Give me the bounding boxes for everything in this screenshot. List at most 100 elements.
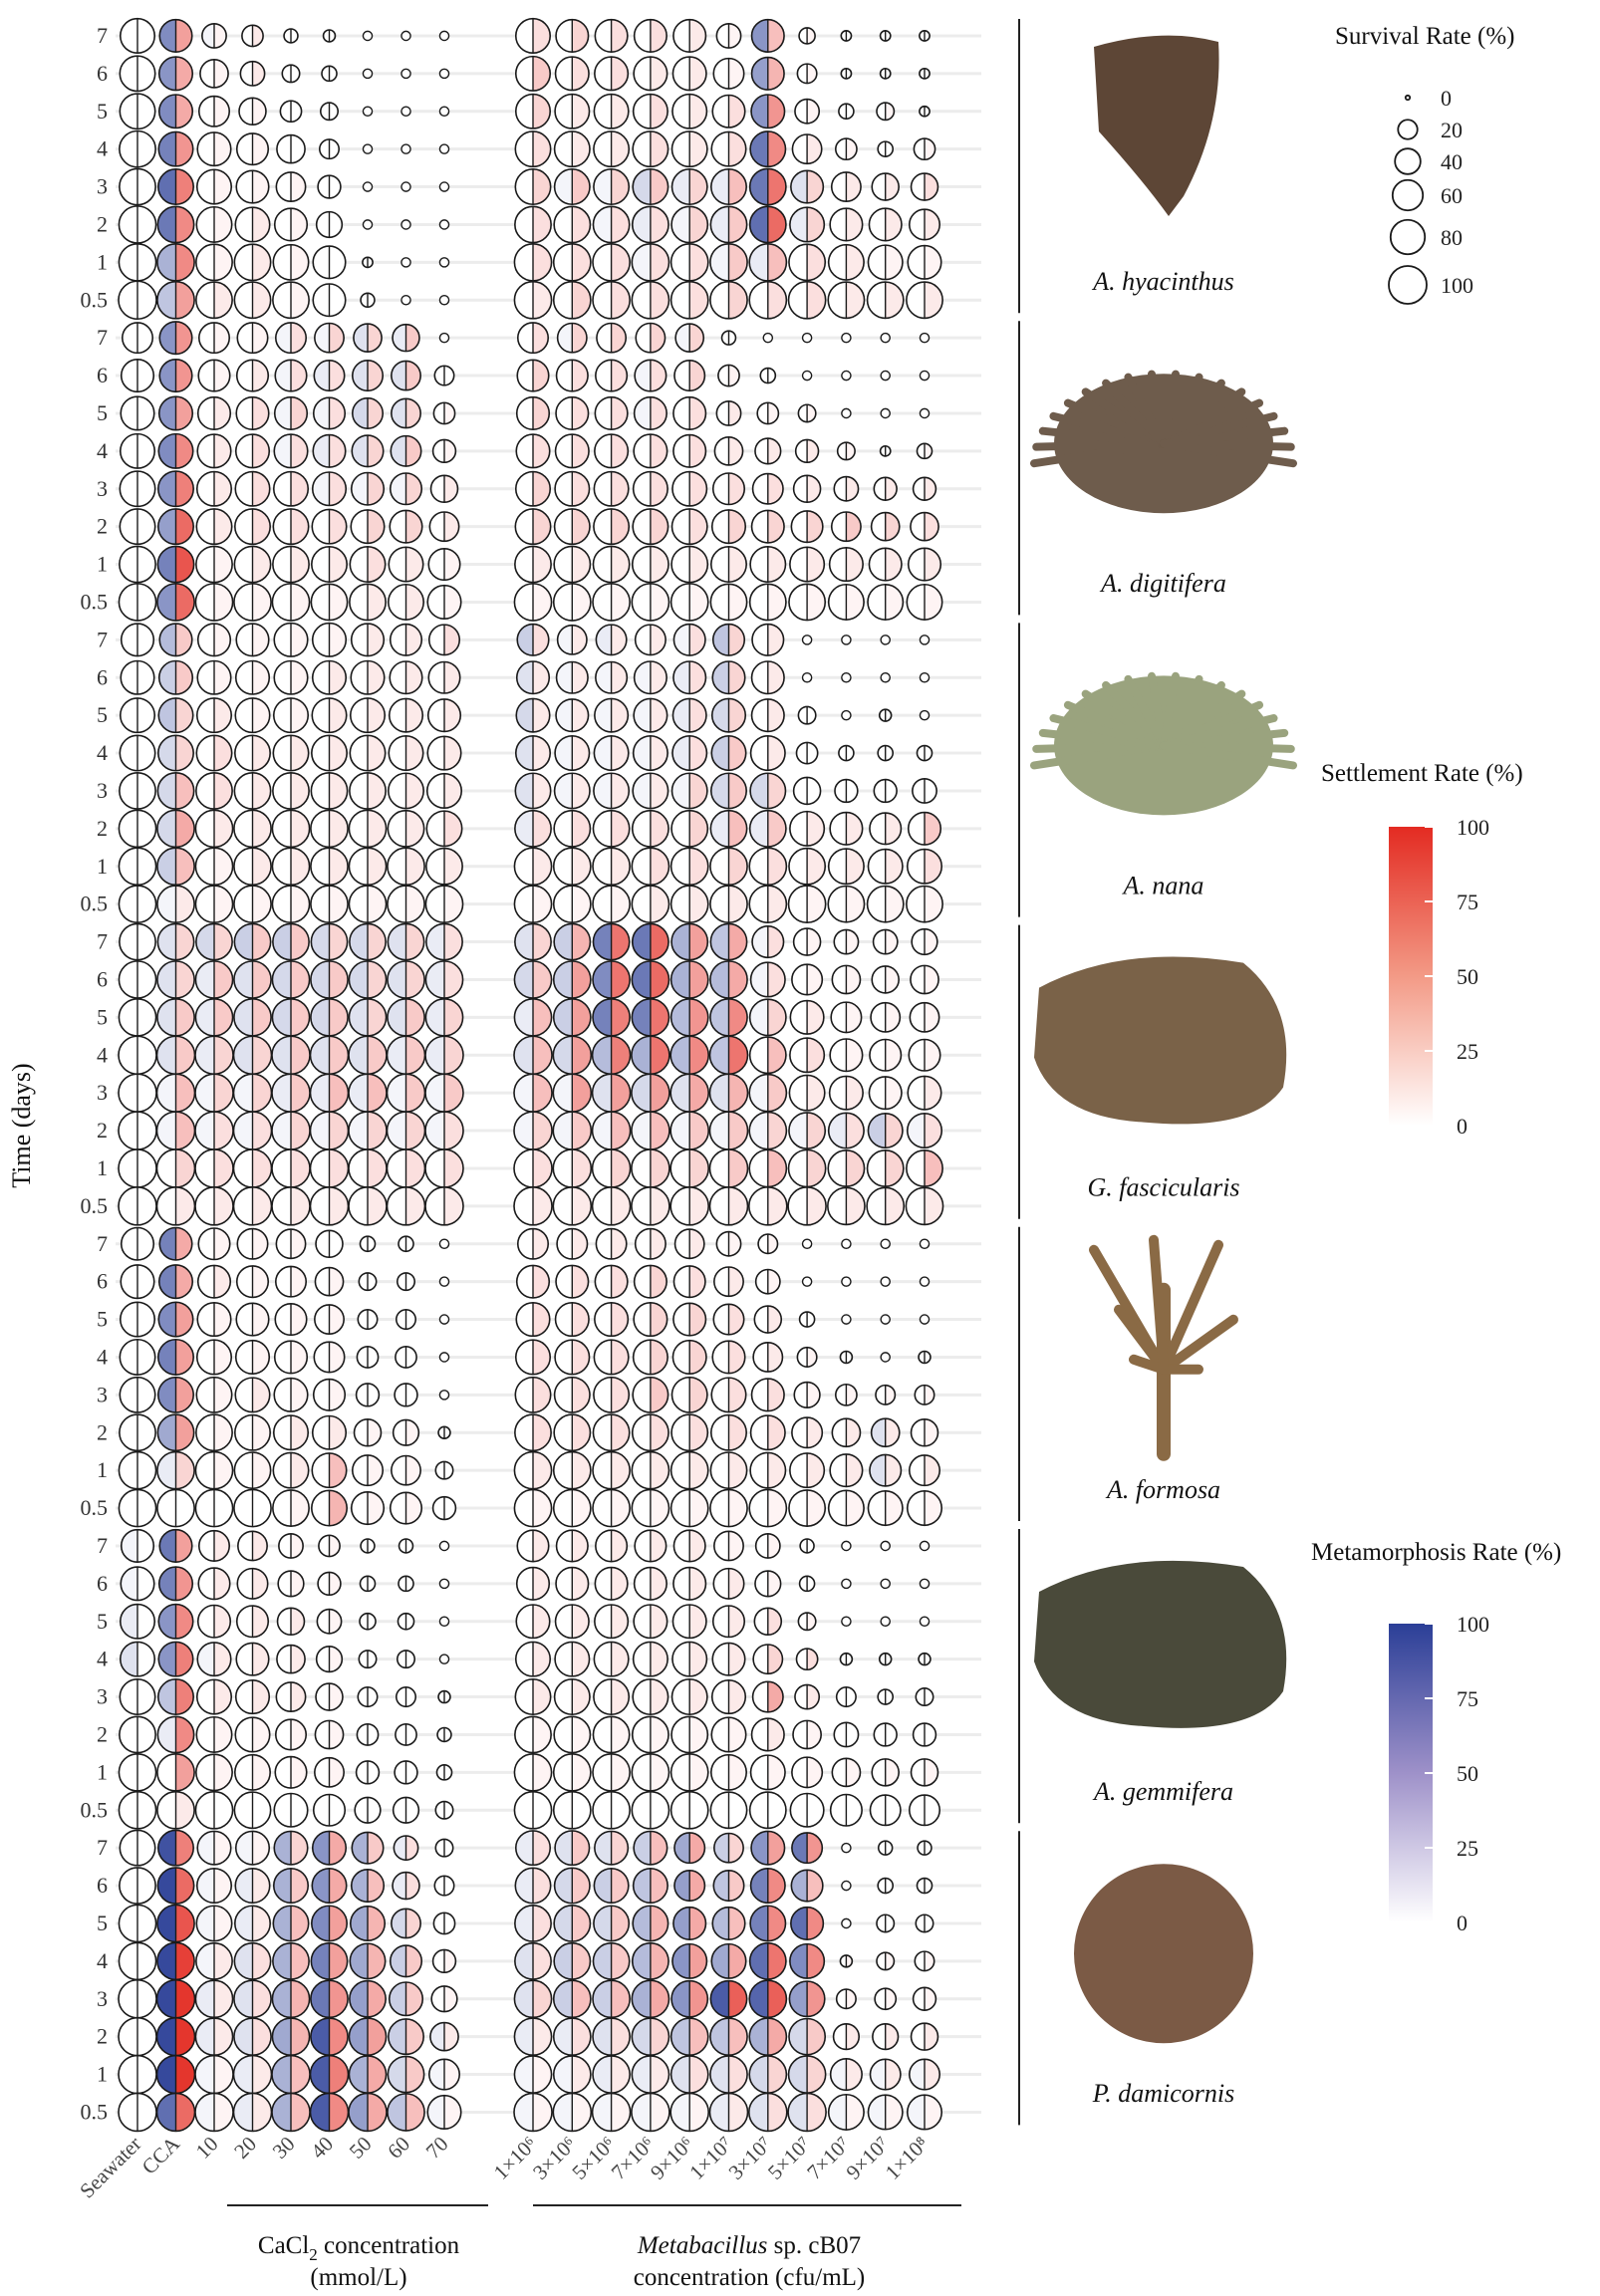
bubble (314, 1719, 345, 1750)
bubble-left-metamorphosis (196, 169, 214, 204)
bubble-right-settlement (885, 1723, 898, 1746)
bubble-right-settlement (572, 1905, 591, 1942)
bubble (276, 133, 306, 164)
bubble (271, 847, 311, 887)
bubble-left-metamorphosis (121, 1264, 137, 1299)
bubble-left-metamorphosis (359, 1272, 368, 1291)
bubble-left-metamorphosis (236, 396, 253, 430)
bubble-right-settlement (137, 205, 156, 244)
bubble-left-metamorphosis (867, 886, 886, 922)
bubble-left-metamorphosis (387, 848, 406, 886)
bubble (348, 1148, 388, 1188)
bubble-left-metamorphosis (234, 772, 253, 810)
bubble (839, 1652, 854, 1666)
bubble-left-metamorphosis (749, 999, 768, 1036)
bubble (235, 1265, 270, 1299)
bubble-right-settlement (291, 1533, 304, 1559)
bubble-left-metamorphosis (119, 923, 137, 960)
bubble (670, 809, 709, 848)
bubble-right-settlement (329, 283, 346, 317)
bubble-right-settlement (572, 1112, 592, 1150)
bubble-right-settlement (252, 1340, 270, 1375)
bubble-right-settlement (767, 698, 785, 732)
bubble-right-settlement (925, 548, 941, 581)
bubble (194, 1111, 234, 1150)
bubble (710, 546, 747, 584)
bubble-right-settlement (291, 1229, 306, 1259)
bubble (348, 847, 388, 887)
bubble-left-metamorphosis (709, 1148, 729, 1187)
bubble-left-metamorphosis (156, 1791, 176, 1829)
bubble (791, 1832, 824, 1865)
bubble (880, 1352, 891, 1363)
bubble (919, 671, 931, 683)
bubble-left-metamorphosis (634, 1605, 651, 1639)
bubble-left-metamorphosis (119, 1489, 137, 1527)
bubble-right-settlement (291, 1831, 308, 1865)
bubble-left-metamorphosis (273, 1452, 291, 1488)
bubble-left-metamorphosis (119, 1791, 137, 1829)
bubble-right-settlement (728, 1148, 748, 1187)
bubble-right-settlement (291, 772, 310, 810)
bubble (919, 1616, 931, 1628)
bubble (513, 1073, 553, 1113)
bubble-left-metamorphosis (234, 923, 253, 960)
bubble-left-metamorphosis (157, 923, 176, 960)
bubble-left-metamorphosis (514, 546, 533, 583)
bubble (833, 475, 860, 502)
bubble-right-settlement (329, 1535, 341, 1557)
bubble-left-metamorphosis (672, 57, 690, 91)
bubble-right-settlement (846, 929, 859, 954)
bubble (157, 168, 194, 206)
bubble-left-metamorphosis (757, 402, 768, 424)
bubble-right-settlement (252, 772, 271, 810)
bubble-right-settlement (846, 138, 857, 160)
bubble (712, 1303, 745, 1336)
bubble (195, 1413, 233, 1452)
bubble-right-settlement (767, 1415, 785, 1450)
bubble-right-settlement (368, 1869, 385, 1903)
bubble-right-settlement (533, 1302, 550, 1337)
bubble-right-settlement (214, 735, 232, 771)
bubble-right-settlement (368, 1074, 387, 1113)
bubble-right-settlement (807, 1489, 826, 1527)
bubble (119, 1413, 156, 1452)
bubble-left-metamorphosis (278, 1533, 291, 1559)
bubble (360, 1538, 376, 1554)
bubble (831, 1417, 862, 1448)
bubble-right-settlement (689, 1229, 704, 1259)
bubble (669, 1488, 709, 1528)
bubble (632, 1678, 669, 1716)
bubble (801, 1238, 813, 1250)
bubble-left-metamorphosis (159, 1529, 176, 1563)
bubble-right-settlement (444, 848, 463, 885)
bubble (388, 772, 424, 810)
bubble-left-metamorphosis (634, 660, 651, 694)
bubble (426, 584, 462, 620)
bubble (759, 367, 777, 384)
bubble (591, 1073, 632, 1113)
bubble (553, 1867, 591, 1905)
bubble (424, 960, 464, 999)
bubble-left-metamorphosis (798, 404, 808, 422)
bubble-left-metamorphosis (711, 509, 729, 544)
bubble-right-settlement (137, 1529, 154, 1563)
bubble (271, 583, 311, 622)
bubble-right-settlement (885, 173, 900, 201)
bubble (271, 997, 311, 1037)
bubble-right-settlement (925, 1149, 943, 1187)
bubble-left-metamorphosis (749, 168, 768, 205)
bubble-left-metamorphosis (906, 1149, 925, 1187)
bubble-right-settlement (533, 1830, 551, 1866)
bubble-right-settlement (807, 1832, 823, 1864)
bubble-right-settlement (405, 435, 421, 467)
bubble-right-settlement (137, 1830, 155, 1866)
bubble-right-settlement (767, 95, 785, 128)
bubble (194, 809, 234, 849)
bubble (438, 1578, 450, 1590)
bubble (118, 885, 157, 924)
bubble-right-settlement (291, 1452, 309, 1488)
bubble (389, 1944, 423, 1978)
bubble (919, 67, 931, 80)
bubble (195, 470, 233, 507)
